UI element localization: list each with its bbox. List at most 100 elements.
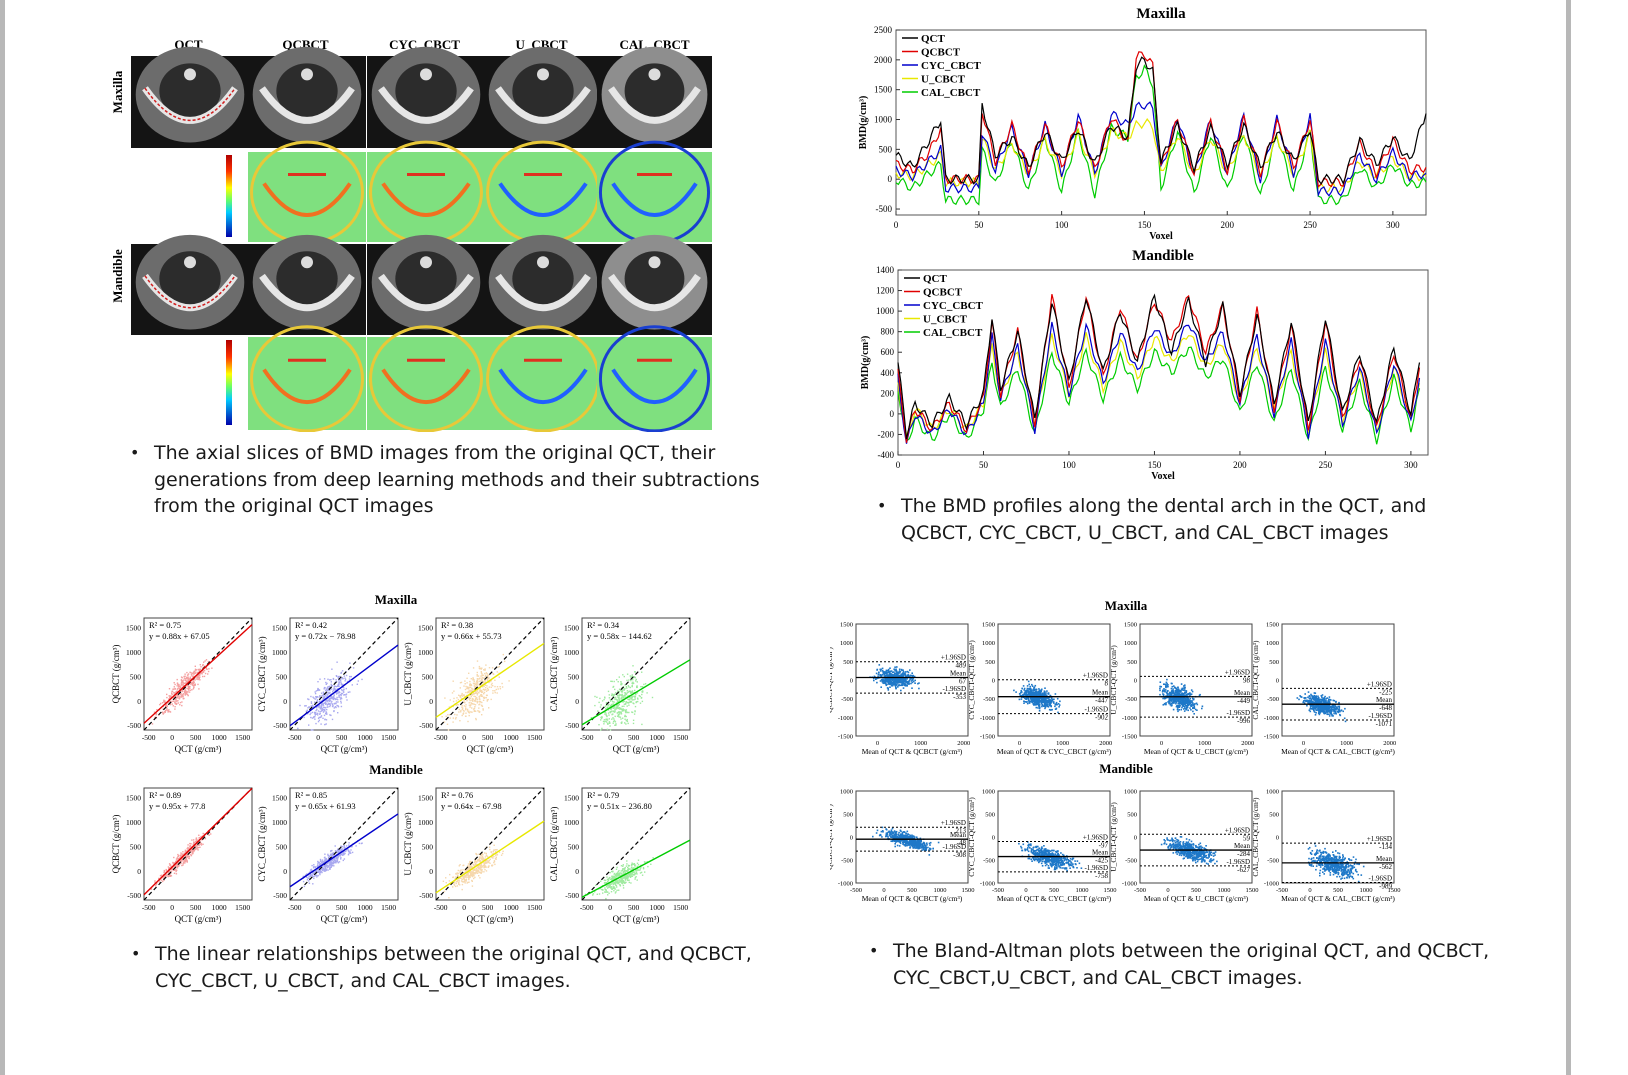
ba-point bbox=[1047, 706, 1050, 708]
scatter-point bbox=[601, 727, 603, 730]
scatter-point bbox=[181, 695, 183, 697]
scatter-point bbox=[173, 692, 175, 694]
scatter-point bbox=[341, 678, 343, 680]
scatter-point bbox=[187, 680, 189, 683]
ba-point-cloud bbox=[869, 664, 920, 692]
scatter-point bbox=[331, 863, 333, 865]
ba-point bbox=[1026, 700, 1028, 703]
scatter-point bbox=[185, 676, 188, 678]
scatter-point bbox=[621, 879, 623, 882]
scatter-point bbox=[613, 875, 615, 878]
scatter-point bbox=[484, 864, 486, 867]
scatter-point bbox=[348, 852, 350, 855]
scatter-point bbox=[605, 713, 607, 715]
ba-point bbox=[1198, 694, 1201, 697]
scatter-point bbox=[180, 693, 182, 696]
x-tick-label: 1000 bbox=[212, 903, 227, 912]
ct-slice-cavity bbox=[276, 63, 338, 119]
scatter-point bbox=[336, 661, 338, 663]
ba-point bbox=[882, 672, 885, 675]
scatter-point bbox=[475, 718, 477, 721]
scatter-point bbox=[618, 715, 620, 717]
ct-slice-dental-arch bbox=[608, 273, 701, 312]
y-tick-label: 1000 bbox=[874, 115, 893, 125]
scatter-point bbox=[355, 845, 357, 847]
scatter-point bbox=[625, 719, 627, 722]
scatter-point bbox=[626, 863, 628, 865]
scatter-point bbox=[640, 696, 643, 699]
ba-point bbox=[1043, 695, 1045, 697]
ba-point bbox=[893, 674, 896, 677]
scatter-point bbox=[607, 690, 610, 693]
scatter-point bbox=[468, 698, 471, 700]
ba-point bbox=[905, 679, 907, 682]
scatter-point bbox=[464, 882, 466, 884]
y-tick-label: 0 bbox=[429, 867, 433, 876]
ba-point bbox=[1189, 707, 1191, 709]
scatter-point bbox=[310, 695, 312, 698]
scatter-x-label: QCT (g/cm³) bbox=[613, 744, 660, 754]
scatter-point bbox=[620, 722, 622, 724]
ba-point bbox=[1032, 699, 1034, 702]
scatter-point bbox=[319, 696, 321, 698]
scatter-point bbox=[321, 871, 323, 874]
scatter-point bbox=[608, 694, 610, 696]
scatter-point bbox=[317, 865, 319, 867]
scatter-point bbox=[339, 850, 342, 852]
y-tick-label: 500 bbox=[879, 144, 893, 154]
scatter-point bbox=[163, 871, 166, 873]
scatter-point bbox=[326, 682, 328, 685]
ba-point bbox=[917, 682, 919, 685]
scatter-point bbox=[190, 843, 192, 845]
scatter-point bbox=[486, 677, 488, 680]
scatter-point bbox=[605, 718, 607, 720]
scatter-point bbox=[608, 704, 610, 706]
scatter-point bbox=[361, 678, 363, 681]
scatter-point bbox=[186, 861, 188, 863]
scatter-point bbox=[338, 861, 341, 863]
scatter-point bbox=[327, 700, 329, 702]
scatter-point bbox=[606, 878, 609, 881]
scatter-point bbox=[454, 878, 456, 880]
scatter-point bbox=[166, 875, 168, 877]
scatter-point bbox=[189, 671, 191, 673]
scatter-point bbox=[467, 874, 469, 876]
ba-point bbox=[897, 679, 899, 682]
ba-point bbox=[1040, 702, 1043, 705]
scatter-point bbox=[607, 709, 610, 711]
linear-relationship-figure: Maxilla R² = 0.75 y = 0.88x + 67.05 -500 0 50… bbox=[100, 590, 700, 935]
scatter-point bbox=[481, 689, 483, 692]
scatter-point bbox=[182, 696, 184, 698]
scatter-point bbox=[184, 673, 186, 675]
y-tick-label: 1500 bbox=[840, 622, 853, 629]
scatter-point bbox=[642, 867, 645, 869]
scatter-point bbox=[334, 688, 336, 690]
scatter-point bbox=[337, 857, 339, 859]
scatter-point bbox=[618, 688, 621, 690]
profiles-caption-line-1: The BMD profiles along the dental arch i… bbox=[901, 495, 1427, 517]
scatter-point bbox=[475, 870, 478, 872]
scatter-point bbox=[613, 886, 615, 888]
scatter-point bbox=[190, 854, 193, 857]
scatter-point bbox=[336, 690, 339, 692]
scatter-point bbox=[613, 877, 616, 879]
scatter-point bbox=[180, 855, 183, 857]
scatter-point bbox=[320, 706, 323, 709]
ba-point bbox=[1023, 687, 1026, 690]
scatter-point bbox=[630, 676, 632, 679]
scatter-point bbox=[322, 695, 324, 697]
scatter-point bbox=[480, 861, 482, 863]
ba-point bbox=[889, 670, 892, 673]
scatter-point bbox=[319, 701, 321, 703]
scatter-point bbox=[624, 878, 627, 880]
scatter-point bbox=[331, 696, 333, 698]
scatter-point bbox=[616, 876, 618, 878]
ba-point bbox=[1028, 683, 1030, 686]
scatter-point bbox=[614, 724, 616, 726]
scatter-point bbox=[606, 728, 609, 731]
scatter-point bbox=[202, 664, 204, 667]
ba-point bbox=[1038, 690, 1040, 693]
scatter-point bbox=[476, 698, 478, 701]
scatter-point bbox=[331, 865, 334, 867]
